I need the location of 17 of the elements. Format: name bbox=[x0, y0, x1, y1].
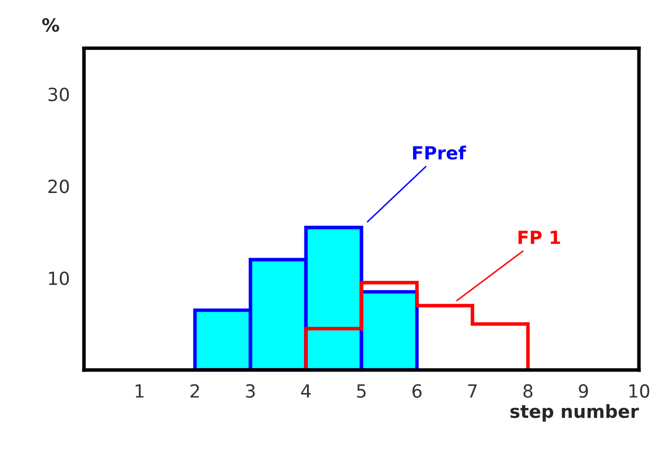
x-tick-label: 1 bbox=[136, 384, 144, 398]
text: FP 1 bbox=[518, 230, 560, 244]
text: FPref bbox=[413, 146, 466, 160]
x-tick-label: 4 bbox=[301, 384, 311, 398]
x-tick-label: 3 bbox=[246, 384, 255, 398]
x-tick-label: 5 bbox=[357, 384, 366, 398]
x-tick-label: 6 bbox=[412, 384, 422, 398]
x-tick-label: 8 bbox=[523, 384, 532, 398]
x-tick-label: 2 bbox=[190, 384, 199, 398]
x-tick-label: 9 bbox=[578, 384, 588, 398]
y-tick-label: 10 bbox=[49, 271, 69, 286]
y-axis-title: % bbox=[42, 18, 60, 32]
x-tick-label: 7 bbox=[468, 384, 477, 398]
x-axis-title: step number bbox=[510, 404, 639, 422]
y-tick-label: 30 bbox=[48, 88, 69, 102]
y-tick-label: 20 bbox=[48, 180, 69, 194]
x-tick-label: 10 bbox=[629, 384, 650, 398]
